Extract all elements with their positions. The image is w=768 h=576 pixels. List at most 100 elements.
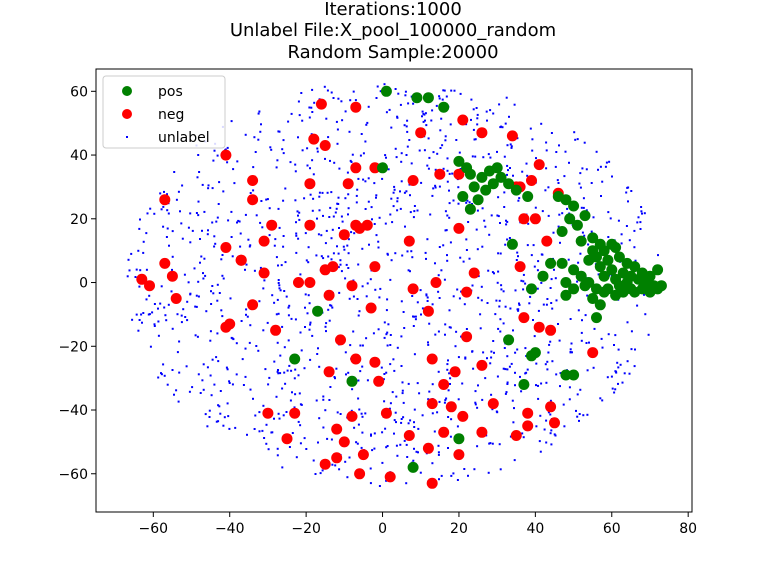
unlabel-point <box>210 394 213 397</box>
unlabel-point <box>556 179 559 182</box>
unlabel-point <box>389 213 392 216</box>
unlabel-point <box>220 258 223 261</box>
neg-point <box>506 130 518 142</box>
neg-point <box>281 433 293 445</box>
unlabel-point <box>371 218 373 221</box>
unlabel-point <box>452 295 455 298</box>
unlabel-point <box>389 344 392 346</box>
neg-point <box>331 452 343 464</box>
unlabel-point <box>448 326 451 329</box>
unlabel-point <box>222 277 225 280</box>
unlabel-point <box>213 149 216 152</box>
unlabel-point <box>437 274 440 277</box>
unlabel-point <box>171 230 174 233</box>
unlabel-point <box>465 238 468 241</box>
neg-point <box>247 299 259 311</box>
unlabel-point <box>339 413 342 415</box>
unlabel-point <box>428 156 431 159</box>
unlabel-point <box>201 229 203 232</box>
unlabel-point <box>309 167 311 170</box>
unlabel-point <box>260 200 263 202</box>
title-line-3: Random Sample:20000 <box>287 42 498 63</box>
unlabel-point <box>628 372 631 375</box>
unlabel-point <box>577 309 580 312</box>
neg-point <box>235 254 247 266</box>
unlabel-point <box>206 233 209 236</box>
neg-point <box>407 283 419 295</box>
unlabel-point <box>448 372 451 375</box>
neg-point <box>587 347 599 359</box>
unlabel-point <box>130 252 133 255</box>
unlabel-point <box>348 297 351 300</box>
unlabel-point <box>162 205 165 208</box>
unlabel-point <box>219 412 222 415</box>
unlabel-point <box>448 202 451 205</box>
unlabel-point <box>183 273 186 276</box>
unlabel-point <box>613 344 615 346</box>
unlabel-point <box>277 369 279 371</box>
unlabel-point <box>311 334 314 337</box>
unlabel-point <box>457 202 460 205</box>
unlabel-point <box>437 444 440 447</box>
unlabel-point <box>339 259 342 262</box>
unlabel-point <box>463 468 466 470</box>
unlabel-point <box>218 405 221 408</box>
unlabel-point <box>225 366 228 369</box>
unlabel-point <box>236 221 238 224</box>
neg-point <box>533 159 545 171</box>
unlabel-point <box>637 216 640 219</box>
unlabel-point <box>202 277 205 280</box>
unlabel-point <box>579 172 582 175</box>
unlabel-point <box>303 197 306 200</box>
unlabel-point <box>253 428 256 430</box>
pos-point <box>377 162 388 174</box>
unlabel-point <box>404 90 407 93</box>
unlabel-point <box>437 330 440 333</box>
unlabel-point <box>290 317 293 320</box>
unlabel-point <box>171 327 174 330</box>
unlabel-point <box>197 214 200 217</box>
unlabel-point <box>599 397 602 400</box>
unlabel-point <box>607 211 610 214</box>
unlabel-point <box>484 225 487 228</box>
unlabel-point <box>547 411 550 414</box>
unlabel-point <box>524 347 527 350</box>
unlabel-point <box>524 282 527 285</box>
unlabel-point <box>245 313 247 316</box>
unlabel-point <box>202 363 205 366</box>
unlabel-point <box>601 399 604 402</box>
unlabel-point <box>438 95 441 98</box>
unlabel-point <box>304 306 306 309</box>
y-tick-label: −40 <box>58 403 88 419</box>
unlabel-point <box>380 366 383 369</box>
unlabel-point <box>206 425 209 428</box>
unlabel-point <box>299 424 302 427</box>
pos-point <box>438 101 450 113</box>
unlabel-point <box>131 318 134 321</box>
unlabel-point <box>316 353 319 355</box>
unlabel-point <box>276 447 279 450</box>
neg-point <box>533 321 545 333</box>
unlabel-point <box>451 172 454 175</box>
unlabel-point <box>505 391 508 394</box>
unlabel-point <box>209 339 212 342</box>
unlabel-point <box>204 413 207 416</box>
unlabel-point <box>284 382 287 385</box>
unlabel-point <box>532 244 535 247</box>
unlabel-point <box>294 199 297 202</box>
pos-point <box>472 194 484 206</box>
unlabel-point <box>421 115 423 118</box>
unlabel-point <box>481 207 484 210</box>
unlabel-point <box>167 212 170 215</box>
unlabel-point <box>294 170 297 173</box>
unlabel-point <box>331 228 334 231</box>
neg-point <box>403 235 415 247</box>
unlabel-point <box>412 216 415 219</box>
unlabel-point <box>477 296 480 299</box>
unlabel-point <box>422 120 425 123</box>
unlabel-point <box>386 344 389 347</box>
unlabel-point <box>450 474 453 477</box>
y-axis: −60 −40 −20 0 20 40 60 <box>58 84 96 483</box>
unlabel-point <box>211 221 214 224</box>
unlabel-point <box>266 198 269 201</box>
